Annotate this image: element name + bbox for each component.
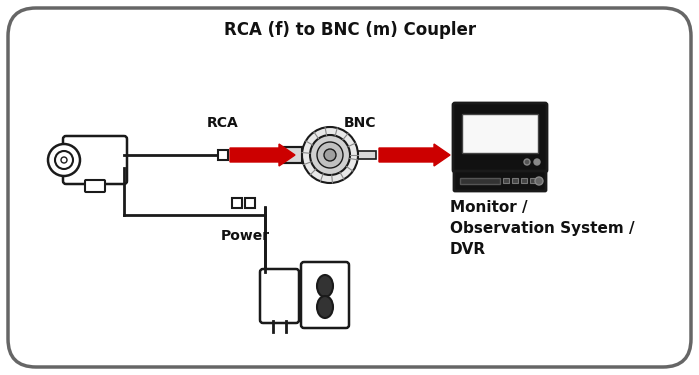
Text: BNC: BNC <box>344 116 376 130</box>
Bar <box>232 198 242 208</box>
Bar <box>521 178 527 183</box>
Bar <box>512 178 518 183</box>
Bar <box>530 178 536 183</box>
FancyBboxPatch shape <box>301 262 349 328</box>
FancyBboxPatch shape <box>85 180 105 192</box>
Ellipse shape <box>317 296 333 318</box>
FancyBboxPatch shape <box>454 171 546 191</box>
Circle shape <box>55 151 73 169</box>
Bar <box>358 151 376 159</box>
Text: RCA: RCA <box>207 116 239 130</box>
Circle shape <box>524 159 530 165</box>
Circle shape <box>324 149 336 161</box>
Ellipse shape <box>317 275 333 297</box>
FancyBboxPatch shape <box>453 103 547 172</box>
Circle shape <box>534 159 540 165</box>
FancyBboxPatch shape <box>8 8 691 367</box>
FancyArrow shape <box>379 144 450 166</box>
FancyBboxPatch shape <box>63 136 127 184</box>
FancyBboxPatch shape <box>260 269 299 323</box>
Circle shape <box>310 135 350 175</box>
Text: RCA (f) to BNC (m) Coupler: RCA (f) to BNC (m) Coupler <box>224 21 476 39</box>
Circle shape <box>48 144 80 176</box>
Circle shape <box>535 177 543 185</box>
Circle shape <box>61 157 67 163</box>
Text: Power: Power <box>220 229 270 243</box>
Bar <box>280 147 302 163</box>
Bar <box>503 178 509 183</box>
Bar <box>218 150 228 160</box>
Circle shape <box>302 127 358 183</box>
Text: Monitor /
Observation System /
DVR: Monitor / Observation System / DVR <box>450 200 635 257</box>
Bar <box>245 198 255 208</box>
Bar <box>460 178 500 184</box>
Circle shape <box>317 142 343 168</box>
FancyArrow shape <box>230 144 295 166</box>
Bar <box>462 114 538 153</box>
